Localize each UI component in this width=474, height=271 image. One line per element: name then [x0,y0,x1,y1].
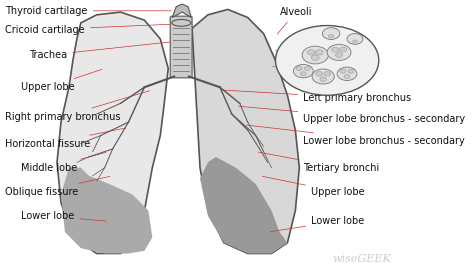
Polygon shape [192,9,300,253]
Circle shape [347,34,363,44]
Polygon shape [57,12,168,253]
Circle shape [327,44,351,60]
Text: Upper lobe: Upper lobe [21,69,102,92]
Text: Alveoli: Alveoli [277,7,312,34]
Circle shape [311,55,319,60]
Circle shape [296,66,302,70]
Text: Right primary bronchus: Right primary bronchus [5,91,150,122]
Polygon shape [200,157,295,253]
Circle shape [275,25,379,95]
Text: Upper lobe: Upper lobe [262,176,365,197]
Circle shape [302,46,328,64]
Text: Lower lobe: Lower lobe [270,216,365,232]
Polygon shape [61,168,152,253]
Circle shape [320,77,327,81]
Circle shape [293,64,313,78]
Circle shape [312,69,334,84]
Text: Oblique fissure: Oblique fissure [5,176,110,197]
Circle shape [348,69,354,73]
Ellipse shape [172,20,191,26]
Text: Cricoid cartilage: Cricoid cartilage [5,24,170,34]
Text: Middle lobe: Middle lobe [21,152,106,173]
Circle shape [322,28,340,40]
Text: Lower lobe: Lower lobe [21,211,106,221]
Circle shape [315,50,323,55]
Text: Thyroid cartilage: Thyroid cartilage [5,6,172,16]
Circle shape [301,72,306,76]
Circle shape [339,47,346,52]
Circle shape [340,69,346,73]
Circle shape [316,72,322,76]
Text: Tertiary bronchi: Tertiary bronchi [258,152,380,173]
Circle shape [328,34,334,38]
Circle shape [336,53,343,57]
FancyBboxPatch shape [170,16,192,78]
Text: wiseGEEK: wiseGEEK [332,254,391,264]
Circle shape [337,67,357,80]
Text: Upper lobe bronchus - secondary: Upper lobe bronchus - secondary [238,106,465,124]
Circle shape [307,50,315,55]
Text: Trachea: Trachea [29,42,171,60]
Circle shape [331,47,338,52]
Circle shape [344,75,350,79]
Circle shape [353,40,357,43]
Text: Horizontal fissure: Horizontal fissure [5,128,126,149]
Text: Left primary bronchus: Left primary bronchus [223,90,411,103]
Polygon shape [172,4,191,18]
Circle shape [304,66,310,70]
Text: Lower lobe bronchus - secondary: Lower lobe bronchus - secondary [246,125,465,146]
Circle shape [324,72,330,76]
